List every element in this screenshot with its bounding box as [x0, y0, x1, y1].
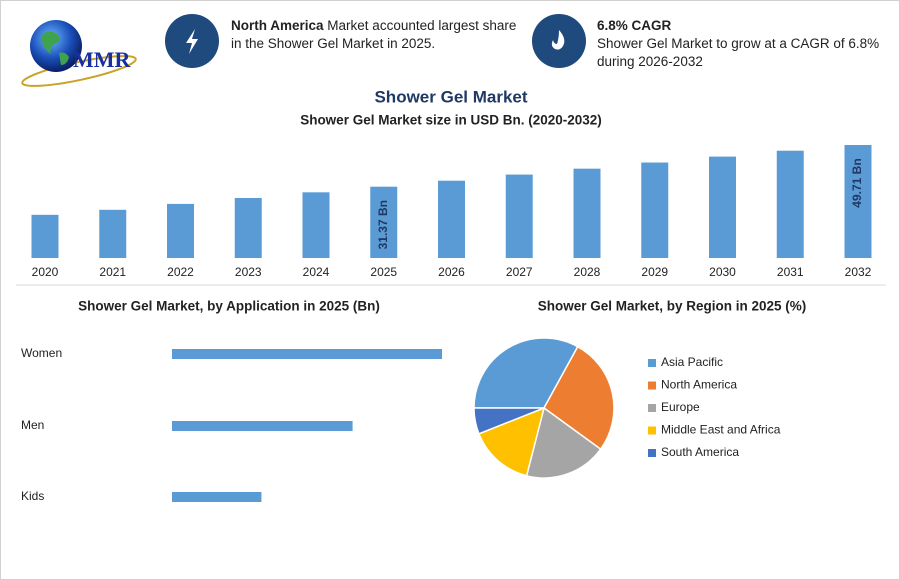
bar [167, 203, 194, 258]
chart-title: Shower Gel Market, by Application in 202… [78, 299, 380, 314]
x-tick-label: 2021 [99, 265, 126, 279]
value-label: 31.37 Bn [376, 200, 390, 249]
legend-swatch [648, 359, 656, 367]
bar [99, 209, 127, 258]
x-tick-label: 2026 [438, 265, 465, 279]
legend-swatch [648, 449, 656, 457]
main-title: Shower Gel Market [374, 87, 527, 106]
info-text: Market accounted largest share in the Sh… [231, 18, 517, 51]
bar [641, 162, 669, 258]
bar [172, 349, 442, 359]
bar [505, 174, 533, 258]
info-title: 6.8% CAGR [597, 18, 672, 33]
x-tick-label: 2032 [845, 265, 872, 279]
legend-swatch [648, 426, 656, 435]
value-label: 49.71 Bn [850, 158, 864, 207]
x-tick-label: 2025 [370, 265, 397, 279]
legend-label: Asia Pacific [661, 355, 723, 369]
bar [234, 197, 262, 258]
legend-label: Middle East and Africa [661, 423, 781, 437]
bar [302, 192, 330, 258]
x-tick-label: 2022 [167, 265, 194, 279]
bar [370, 186, 398, 258]
bar [172, 421, 353, 431]
bar [31, 214, 59, 258]
x-tick-label: 2024 [303, 265, 330, 279]
chart-title: Shower Gel Market, by Region in 2025 (%) [538, 299, 807, 314]
pie-slice [525, 406, 602, 479]
legend-swatch [648, 404, 656, 412]
bar [573, 168, 601, 258]
logo-text: MMR [73, 47, 132, 72]
info-highlight: North America [231, 18, 324, 33]
info-icon [165, 14, 219, 68]
pie-slice [473, 337, 579, 409]
x-tick-label: 2023 [235, 265, 262, 279]
bar [438, 180, 465, 258]
legend-label: South America [661, 445, 739, 459]
info-text: Shower Gel Market to grow at a CAGR of 6… [597, 36, 880, 69]
x-tick-label: 2027 [506, 265, 533, 279]
category-label: Men [21, 418, 44, 432]
chart-title: Shower Gel Market size in USD Bn. (2020-… [300, 113, 602, 128]
x-tick-label: 2031 [777, 265, 804, 279]
pie-slice [473, 407, 545, 435]
info-box: North America Market accounted largest s… [231, 17, 521, 53]
legend-swatch [648, 381, 656, 390]
bar [844, 145, 872, 258]
pie-slice [543, 345, 615, 451]
x-tick-label: 2030 [709, 265, 736, 279]
category-label: Kids [21, 489, 44, 503]
bar [709, 156, 736, 258]
bar [172, 492, 262, 502]
legend-label: Europe [661, 400, 700, 414]
x-tick-label: 2020 [32, 265, 59, 279]
category-label: Women [21, 346, 62, 360]
legend-label: North America [661, 378, 737, 392]
info-icon [532, 14, 586, 68]
x-tick-label: 2028 [574, 265, 601, 279]
x-tick-label: 2029 [641, 265, 668, 279]
info-box: 6.8% CAGR Shower Gel Market to grow at a… [597, 17, 887, 71]
pie-slice [477, 406, 546, 477]
bar [776, 150, 804, 258]
logo: MMR [21, 20, 137, 87]
